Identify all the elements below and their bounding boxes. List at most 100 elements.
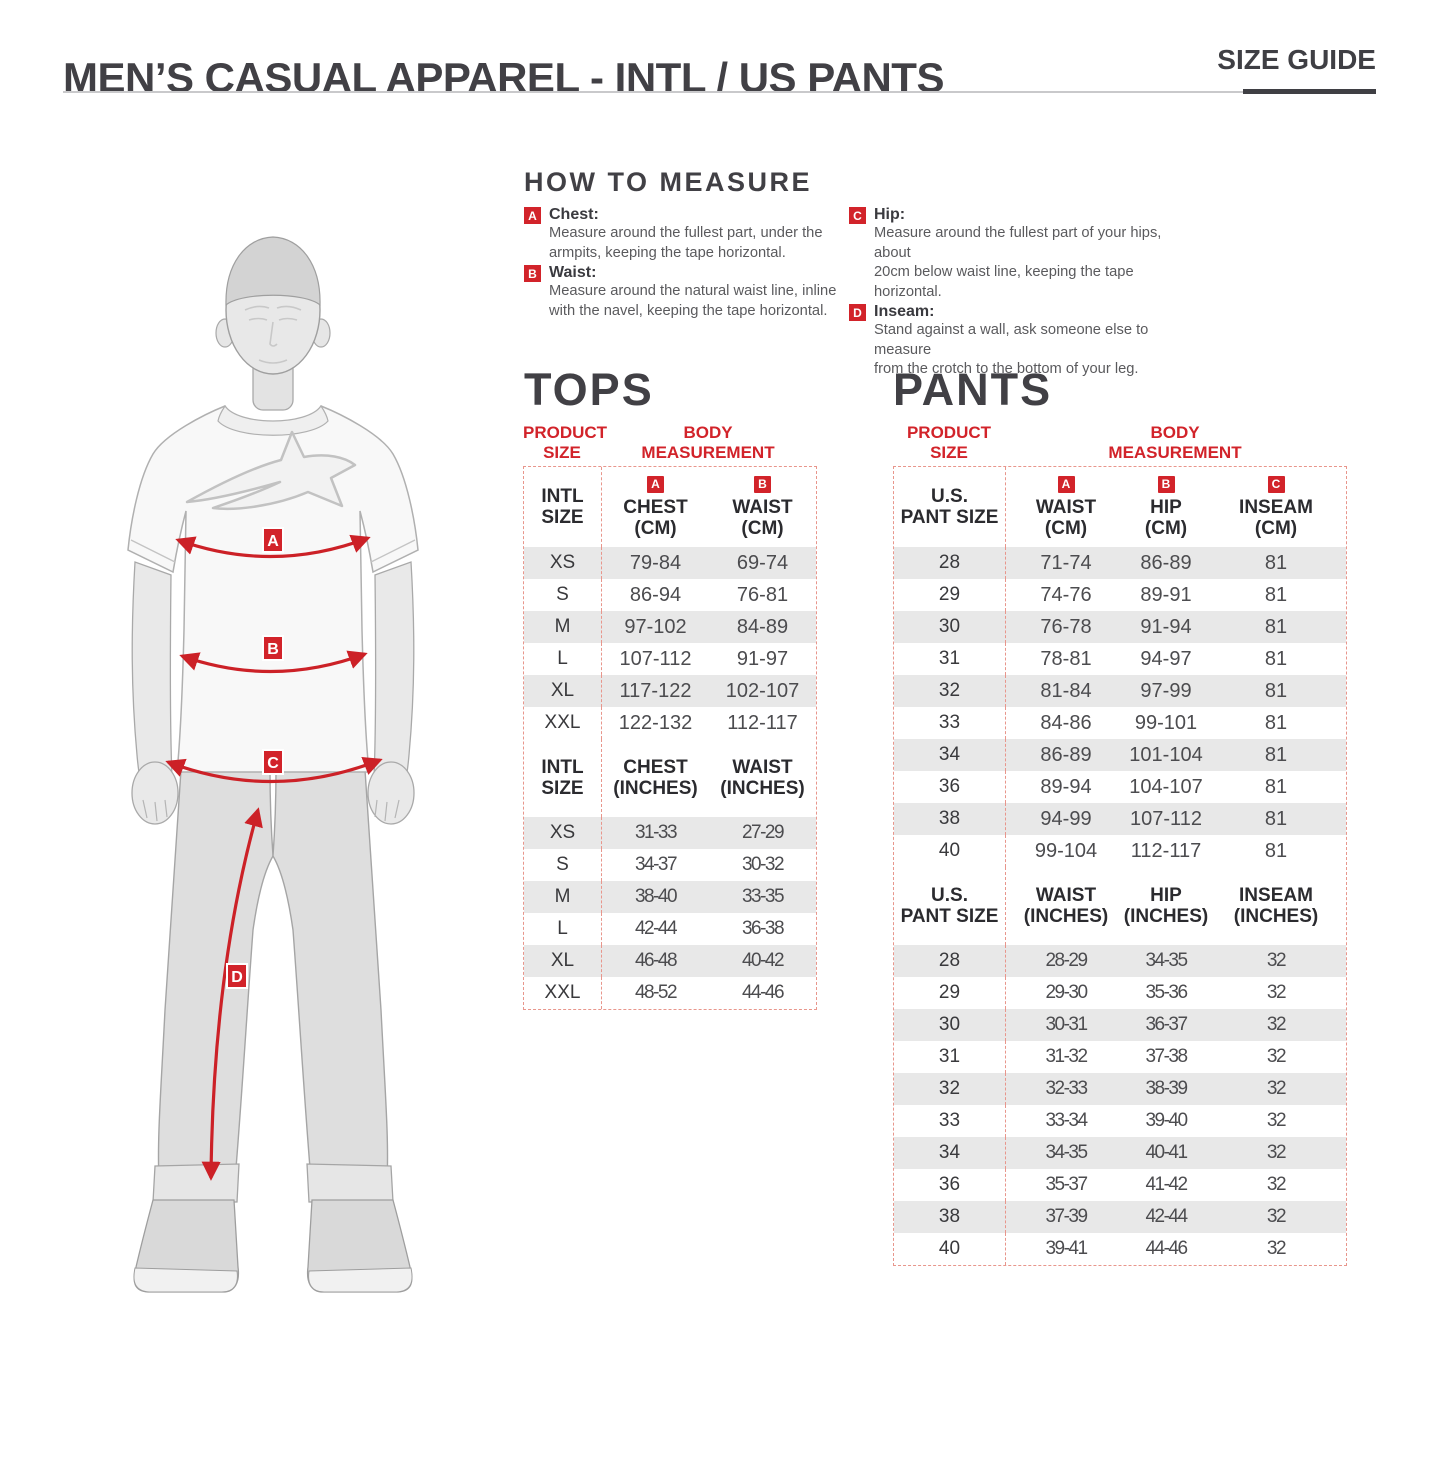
waist-measure-arrow	[179, 650, 368, 674]
value-cell: 32	[1266, 1110, 1287, 1131]
brand-star-logo	[185, 430, 357, 511]
value-cell: 32	[1266, 1206, 1287, 1227]
value-cell: 31-33	[634, 822, 678, 843]
size-cell: 33	[894, 707, 1006, 739]
value-cell: 32	[1266, 1142, 1287, 1163]
table-row: 29 74-76 89-91 81	[894, 579, 1346, 611]
measure-letter-badge: B	[754, 475, 771, 493]
table-row: 36 89-94 104-107 81	[894, 771, 1346, 803]
inseam-measure-arrow	[201, 807, 263, 1181]
measure-item-label: Chest:	[549, 206, 599, 223]
value-cell: 42-44	[634, 918, 678, 939]
value-cell: 101-104	[1129, 743, 1203, 766]
measurement-column-label: HIP (CM)	[1144, 496, 1188, 539]
table-row: M 97-102 84-89	[524, 611, 816, 643]
value-cell: 74-76	[1040, 583, 1092, 606]
figure-shoe-sole-right	[308, 1267, 413, 1293]
pants-size-table: U.S. PANT SIZE A WAIST (CM) B HIP (CM) C INSEA…	[893, 466, 1347, 1266]
waist-badge: B	[524, 265, 541, 282]
measurement-column-header: WAIST (INCHES)	[709, 739, 816, 817]
measure-item-inseam: D Inseam: Stand against a wall, ask some…	[849, 302, 1194, 380]
size-cell: 40	[894, 835, 1006, 867]
size-column-header: INTL SIZE	[524, 467, 602, 547]
measure-item-chest: A Chest: Measure around the fullest part…	[524, 205, 854, 263]
table-row: 32 32-33 38-39 32	[894, 1073, 1346, 1105]
measurement-column-header: HIP (INCHES)	[1124, 867, 1208, 945]
size-cell: 30	[894, 1009, 1006, 1041]
value-cell: 30-31	[1045, 1014, 1088, 1035]
size-cell: L	[524, 913, 602, 945]
how-to-measure-column-left: A Chest: Measure around the fullest part…	[524, 205, 854, 321]
hip-measure-arrow	[165, 757, 383, 784]
value-cell: 81	[1264, 839, 1288, 862]
table-row: 28 28-29 34-35 32	[894, 945, 1346, 977]
value-cell: 34-35	[1145, 950, 1188, 971]
value-cell: 42-44	[1145, 1206, 1188, 1227]
value-cell: 99-101	[1134, 711, 1198, 734]
size-cell: 30	[894, 611, 1006, 643]
measurement-column-label: CHEST (CM)	[623, 496, 688, 539]
measure-item-text: Inseam: Stand against a wall, ask someon…	[874, 302, 1194, 380]
value-cell: 36-37	[1145, 1014, 1188, 1035]
size-column-header: U.S. PANT SIZE	[894, 467, 1006, 547]
value-cell: 102-107	[725, 679, 800, 702]
table-row: 32 81-84 97-99 81	[894, 675, 1346, 707]
waist-marker-letter: B	[267, 641, 279, 658]
measurement-column-label: WAIST (INCHES)	[720, 757, 805, 799]
pants-product-size-header: PRODUCT SIZE	[906, 423, 992, 462]
size-cell: XXL	[524, 977, 602, 1009]
measure-item-label: Hip:	[874, 206, 906, 223]
tops-product-size-header: PRODUCT SIZE	[523, 423, 608, 462]
value-cell: 91-97	[736, 647, 789, 670]
size-cell: 32	[894, 675, 1006, 707]
value-cell: 84-86	[1040, 711, 1092, 734]
measure-letter-badge: A	[647, 475, 664, 493]
value-cell: 33-35	[741, 886, 785, 907]
value-cell: 97-102	[624, 615, 687, 638]
value-cell: 94-97	[1140, 647, 1192, 670]
figure-face-details	[244, 305, 302, 364]
chest-measure-arrow	[175, 534, 371, 559]
value-cell: 78-81	[1040, 647, 1092, 670]
value-cell: 27-29	[741, 822, 785, 843]
chest-marker-letter: A	[267, 533, 279, 550]
measurement-figure-illustration: A B C D	[127, 236, 419, 1293]
value-cell: 46-48	[634, 950, 678, 971]
measure-letter-badge: C	[1267, 475, 1285, 493]
value-cell: 76-81	[736, 583, 789, 606]
table-row: 38 37-39 42-44 32	[894, 1201, 1346, 1233]
size-cell: 38	[894, 803, 1006, 835]
value-cell: 37-38	[1145, 1046, 1188, 1067]
tops-body-measurement-header: BODY MEASUREMENT	[641, 423, 775, 462]
table-row: 31 78-81 94-97 81	[894, 643, 1346, 675]
figure-pant-cuff-right	[306, 1163, 394, 1203]
value-cell: 91-94	[1140, 615, 1192, 638]
size-cell: XL	[524, 945, 602, 977]
inseam-marker-badge: D	[226, 963, 248, 989]
table-row: 40 39-41 44-46 32	[894, 1233, 1346, 1265]
how-to-measure-title: HOW TO MEASURE	[524, 167, 813, 197]
figure-shoe-sole-left	[133, 1267, 238, 1293]
table-row: XS 31-33 27-29	[524, 817, 816, 849]
size-column-header: U.S. PANT SIZE	[894, 867, 1006, 945]
table-row: 34 34-35 40-41 32	[894, 1137, 1346, 1169]
value-cell: 29-30	[1045, 982, 1088, 1003]
value-cell: 81	[1264, 711, 1288, 734]
value-cell: 81	[1264, 743, 1288, 766]
value-cell: 81	[1264, 679, 1288, 702]
value-cell: 104-107	[1129, 775, 1203, 798]
value-cell: 86-89	[1040, 743, 1092, 766]
value-cell: 99-104	[1034, 839, 1098, 862]
chest-badge: A	[524, 207, 541, 224]
value-cell: 40-42	[741, 950, 785, 971]
table-row: 36 35-37 41-42 32	[894, 1169, 1346, 1201]
value-cell: 86-89	[1140, 551, 1192, 574]
value-cell: 37-39	[1045, 1206, 1088, 1227]
measurement-column-label: INSEAM (INCHES)	[1233, 885, 1319, 927]
measure-letter-badge: A	[1057, 475, 1075, 493]
measurement-column-label: WAIST (INCHES)	[1023, 885, 1109, 927]
table-row: XXL 48-52 44-46	[524, 977, 816, 1009]
value-cell: 107-112	[619, 647, 692, 670]
table-row: XL 117-122 102-107	[524, 675, 816, 707]
tops-size-table: INTL SIZE A CHEST (CM) B WAIST (CM) XS 79-84 69…	[523, 466, 817, 1010]
